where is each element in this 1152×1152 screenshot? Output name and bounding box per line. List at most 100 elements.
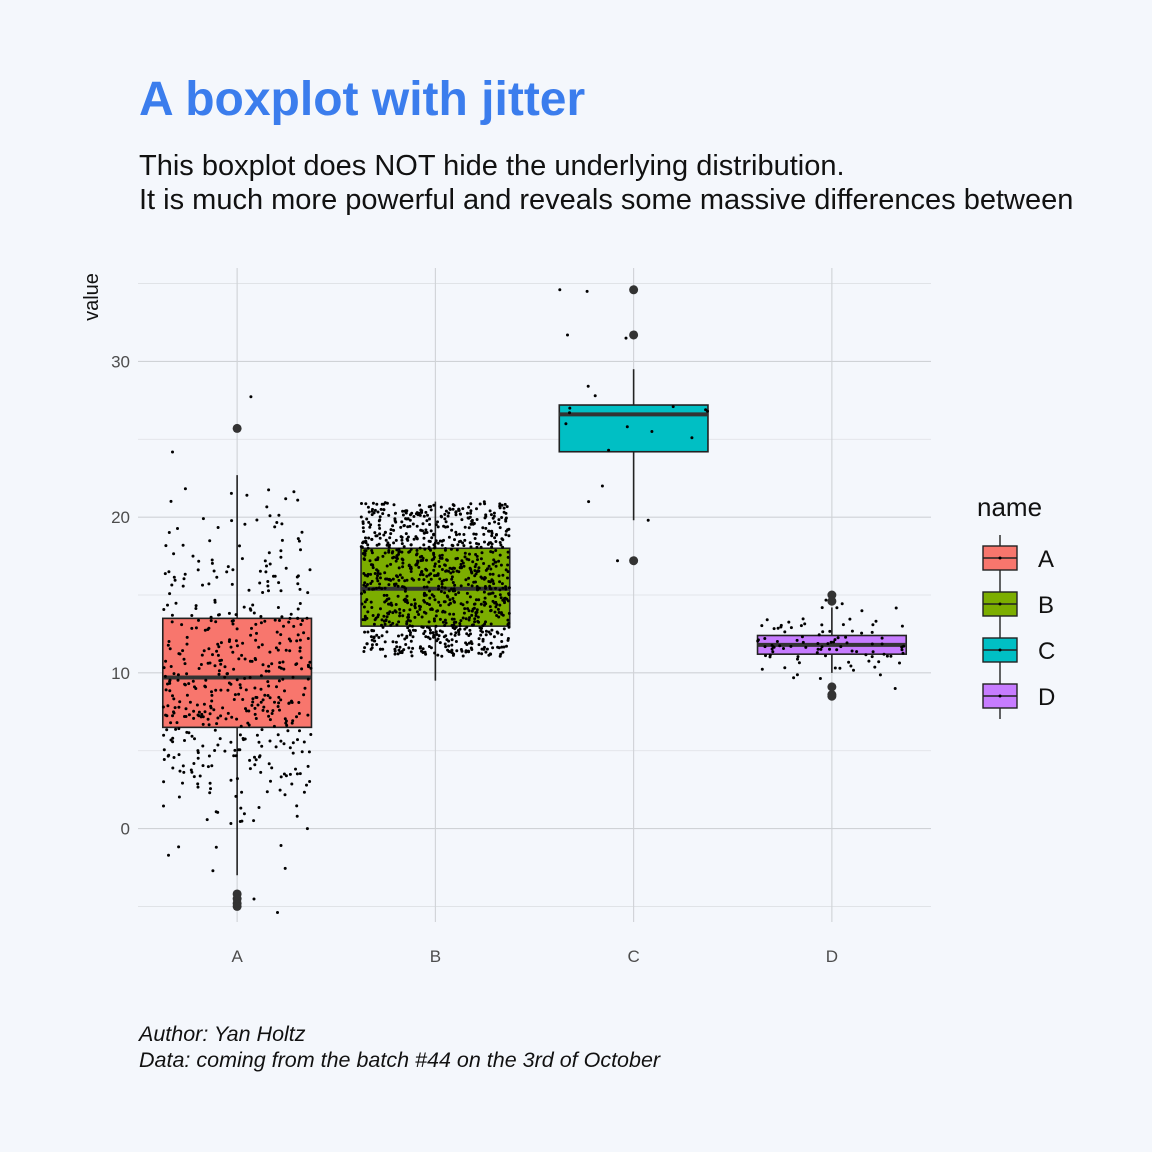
jitter-point: [283, 866, 287, 870]
jitter-point: [285, 723, 289, 727]
jitter-point: [302, 790, 306, 794]
jitter-point: [880, 642, 884, 646]
jitter-point: [197, 559, 201, 563]
jitter-point: [480, 610, 484, 614]
jitter-point: [487, 592, 491, 596]
jitter-point: [440, 568, 444, 571]
jitter-point: [279, 633, 283, 637]
jitter-point: [238, 748, 242, 752]
jitter-point: [267, 488, 271, 492]
jitter-point: [763, 637, 767, 640]
jitter-point: [468, 616, 471, 620]
jitter-point: [282, 667, 286, 671]
jitter-point: [210, 561, 214, 565]
jitter-point: [271, 709, 275, 713]
y-tick-label: 20: [111, 508, 130, 527]
jitter-point: [473, 565, 477, 569]
jitter-point: [249, 633, 253, 637]
jitter-point: [385, 615, 389, 619]
jitter-point: [309, 733, 313, 736]
x-tick-label: D: [826, 947, 838, 966]
jitter-point: [470, 642, 474, 646]
legend-label: C: [1038, 638, 1055, 665]
jitter-point: [361, 520, 365, 524]
jitter-point: [196, 713, 200, 717]
jitter-point: [379, 507, 383, 511]
jitter-point: [187, 713, 191, 717]
jitter-point: [433, 562, 437, 566]
jitter-point: [493, 520, 497, 524]
jitter-point: [467, 649, 470, 653]
jitter-point: [280, 615, 284, 619]
jitter-point: [388, 536, 392, 540]
jitter-point: [502, 510, 506, 514]
jitter-point: [397, 566, 401, 570]
jitter-point: [240, 653, 244, 657]
jitter-point: [373, 531, 377, 535]
jitter-point: [407, 646, 411, 650]
jitter-point: [457, 632, 461, 636]
jitter-point: [167, 853, 170, 857]
jitter-point: [277, 695, 281, 699]
jitter-point: [430, 536, 434, 540]
jitter-point: [366, 610, 370, 614]
jitter-point: [207, 723, 211, 727]
jitter-point: [506, 563, 510, 567]
jitter-point: [167, 640, 171, 643]
jitter-point: [232, 754, 236, 758]
jitter-point: [300, 667, 304, 671]
jitter-point: [372, 622, 376, 626]
jitter-point: [207, 754, 211, 758]
jitter-point: [387, 513, 391, 517]
jitter-point: [487, 541, 491, 545]
jitter-point: [415, 610, 419, 614]
jitter-point: [375, 586, 378, 590]
jitter-point: [170, 583, 174, 587]
jitter-point: [364, 541, 368, 545]
jitter-point: [506, 618, 510, 622]
jitter-point: [417, 565, 421, 569]
jitter-point: [402, 545, 406, 549]
jitter-point: [183, 739, 186, 742]
jitter-point: [164, 659, 168, 663]
jitter-point: [477, 566, 481, 570]
jitter-point: [181, 649, 185, 653]
jitter-point: [369, 600, 373, 604]
jitter-point: [410, 654, 414, 658]
jitter-point: [296, 616, 300, 620]
jitter-point: [389, 532, 393, 536]
jitter-point: [901, 651, 905, 655]
chart-title: A boxplot with jitter: [139, 73, 586, 126]
grid: [138, 268, 931, 922]
jitter-point: [408, 619, 412, 623]
jitter-point: [466, 583, 470, 586]
jitter-point: [405, 578, 409, 582]
jitter-point: [470, 518, 474, 522]
jitter-point: [497, 518, 501, 522]
jitter-point: [363, 573, 367, 577]
jitter-point: [778, 644, 782, 648]
jitter-point: [366, 505, 370, 509]
jitter-point: [383, 586, 387, 590]
jitter-point: [497, 615, 501, 619]
jitter-point: [476, 569, 480, 573]
jitter-point: [375, 643, 379, 646]
jitter-point: [282, 742, 286, 746]
jitter-point: [437, 600, 441, 604]
jitter-point: [196, 568, 200, 572]
jitter-point: [363, 581, 367, 585]
jitter-point: [491, 646, 495, 650]
jitter-point: [796, 655, 800, 659]
jitter-point: [394, 603, 398, 606]
jitter-point: [266, 694, 270, 697]
jitter-point: [804, 645, 808, 649]
jitter-point: [270, 712, 274, 715]
jitter-point: [171, 766, 175, 770]
jitter-point: [828, 647, 831, 651]
jitter-point: [200, 712, 204, 716]
jitter-point: [253, 755, 256, 759]
jitter-point: [192, 762, 196, 765]
jitter-point: [444, 509, 448, 513]
jitter-point: [401, 565, 405, 569]
